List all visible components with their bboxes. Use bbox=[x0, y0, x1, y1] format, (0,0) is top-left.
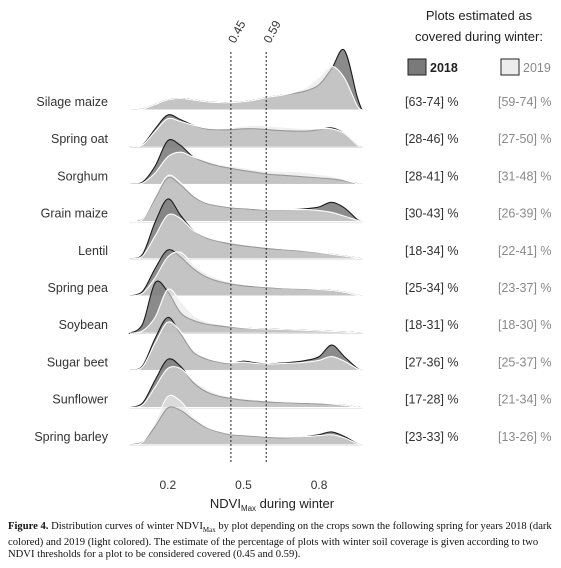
pct-2018-6: [18-31] % bbox=[405, 318, 459, 332]
ridge-3 bbox=[129, 174, 363, 223]
ridge-0 bbox=[129, 48, 364, 111]
pct-2019-7: [25-37] % bbox=[498, 355, 552, 369]
pct-2019-6: [18-30] % bbox=[498, 318, 552, 332]
threshold-label-0: 0.45 bbox=[225, 18, 248, 45]
x-axis-title-suffix: during winter bbox=[256, 496, 335, 511]
x-tick-label-2: 0.8 bbox=[311, 478, 328, 492]
legend-label-2018: 2018 bbox=[430, 61, 458, 75]
ridge-1 bbox=[129, 114, 363, 148]
density-2019-1 bbox=[129, 117, 363, 148]
pct-2019-9: [13-26] % bbox=[498, 430, 552, 444]
pct-2019-1: [27-50] % bbox=[498, 132, 552, 146]
ridge-6 bbox=[128, 280, 363, 334]
threshold-lines: 0.45 0.59 bbox=[225, 18, 284, 462]
caption-text-2: by plot depending on the crops sown the … bbox=[8, 521, 552, 561]
density-2019-4 bbox=[129, 213, 363, 260]
density-2019-6 bbox=[129, 288, 363, 334]
x-axis: 0.2 0.5 0.8 bbox=[159, 478, 327, 492]
chart-canvas: 0.45 0.59 Silage maize Spring oat Sorghum Gr… bbox=[34, 8, 552, 513]
crop-label-4: Lentil bbox=[78, 244, 108, 258]
pct-2019-2: [31-48] % bbox=[498, 169, 552, 183]
pct-2019-8: [21-34] % bbox=[498, 393, 552, 407]
ridge-9 bbox=[129, 394, 363, 446]
pct-2019-0: [59-74] % bbox=[498, 95, 552, 109]
crop-label-9: Spring barley bbox=[34, 430, 108, 444]
legend-label-2019: 2019 bbox=[523, 61, 551, 75]
crop-labels: Silage maize Spring oat Sorghum Grain maize… bbox=[34, 95, 108, 444]
pct-2019-3: [26-39] % bbox=[498, 207, 552, 221]
pct-2019-4: [22-41] % bbox=[498, 244, 552, 258]
x-tick-label-0: 0.2 bbox=[159, 478, 176, 492]
pct-2018-2: [28-41] % bbox=[405, 169, 459, 183]
ridge-2 bbox=[129, 139, 363, 185]
x-tick-label-1: 0.5 bbox=[235, 478, 252, 492]
pct-2018-0: [63-74] % bbox=[405, 95, 459, 109]
pct-2018-4: [18-34] % bbox=[405, 244, 459, 258]
threshold-label-1: 0.59 bbox=[260, 18, 283, 45]
legend-title-line-1: Plots estimated as bbox=[426, 8, 533, 23]
x-axis-title-sub: Max bbox=[241, 504, 256, 513]
figure-caption: Figure 4. Distribution curves of winter … bbox=[8, 521, 553, 562]
legend: Plots estimated as covered during winter… bbox=[407, 8, 551, 76]
pct-2019-5: [23-37] % bbox=[498, 281, 552, 295]
x-axis-title: NDVIMax during winter bbox=[210, 496, 335, 513]
density-2019-2 bbox=[129, 151, 363, 185]
crop-label-0: Silage maize bbox=[36, 95, 108, 109]
ridge-5 bbox=[129, 249, 363, 297]
pct-2018-9: [23-33] % bbox=[405, 430, 459, 444]
pct-2018-1: [28-46] % bbox=[405, 132, 459, 146]
coverage-percentages: [63-74] % [59-74] % [28-46] % [27-50] % [28-… bbox=[405, 95, 552, 444]
crop-label-7: Sugar beet bbox=[47, 355, 109, 369]
x-axis-title-main: NDVI bbox=[210, 496, 241, 511]
density-2019-8 bbox=[129, 366, 363, 409]
legend-swatch-2018 bbox=[407, 58, 427, 76]
pct-2018-5: [25-34] % bbox=[405, 281, 459, 295]
density-2019-7 bbox=[129, 321, 363, 371]
crop-label-8: Sunflower bbox=[52, 393, 108, 407]
density-2019-5 bbox=[129, 251, 363, 297]
pct-2018-3: [30-43] % bbox=[405, 207, 459, 221]
ridges bbox=[128, 48, 364, 446]
crop-label-6: Soybean bbox=[59, 318, 108, 332]
caption-text-1: Distribution curves of winter NDVI bbox=[48, 521, 203, 532]
pct-2018-8: [17-28] % bbox=[405, 393, 459, 407]
caption-label: Figure 4. bbox=[8, 521, 49, 532]
density-2019-9 bbox=[129, 394, 363, 446]
legend-swatch-2019 bbox=[500, 58, 520, 76]
crop-label-1: Spring oat bbox=[51, 132, 109, 146]
ridge-8 bbox=[129, 358, 363, 409]
ridge-4 bbox=[129, 198, 363, 260]
pct-2018-7: [27-36] % bbox=[405, 355, 459, 369]
crop-label-2: Sorghum bbox=[57, 169, 108, 183]
caption-sub: Max bbox=[202, 526, 216, 535]
density-2019-3 bbox=[129, 174, 363, 223]
crop-label-5: Spring pea bbox=[48, 281, 109, 295]
crop-label-3: Grain maize bbox=[41, 207, 108, 221]
legend-title-line-2: covered during winter: bbox=[415, 29, 543, 44]
ridge-7 bbox=[129, 316, 363, 371]
density-2019-0 bbox=[129, 65, 364, 111]
ridgeline-chart: 0.45 0.59 Silage maize Spring oat Sorghum Gr… bbox=[34, 8, 552, 513]
